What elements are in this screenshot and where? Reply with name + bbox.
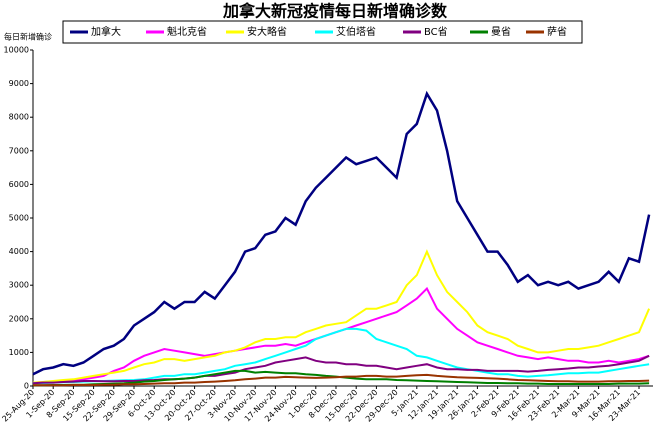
y-tick-label: 2000 — [9, 314, 29, 323]
series-line — [33, 373, 650, 387]
y-tick-label: 1000 — [9, 348, 29, 357]
y-tick-label: 5000 — [9, 214, 29, 223]
legend-text: BC省 — [424, 25, 448, 38]
series-line — [32, 369, 650, 387]
legend-text: 萨省 — [547, 25, 567, 38]
series-line — [32, 90, 651, 376]
y-tick-label: 4000 — [9, 247, 29, 256]
chart-title: 加拿大新冠疫情每日新增确诊数 — [222, 2, 448, 21]
series-line — [32, 249, 651, 384]
y-tick-label: 9000 — [9, 79, 29, 88]
legend-text: 加拿大 — [91, 25, 121, 38]
y-tick-label: 6000 — [9, 180, 29, 189]
y-tick-label: 3000 — [9, 281, 29, 290]
legend-text: 曼省 — [491, 25, 511, 38]
legend-text: 艾伯塔省 — [336, 25, 376, 38]
y-tick-label: 7000 — [9, 146, 29, 155]
y-tick-label: 0 — [24, 382, 29, 391]
y-axis-label: 每日新增确诊 — [4, 32, 52, 42]
y-tick-label: 8000 — [9, 113, 29, 122]
series-line — [32, 354, 650, 385]
legend-text: 魁北克省 — [167, 25, 207, 38]
legend-text: 安大略省 — [247, 25, 287, 38]
y-tick-label: 10000 — [4, 46, 29, 55]
